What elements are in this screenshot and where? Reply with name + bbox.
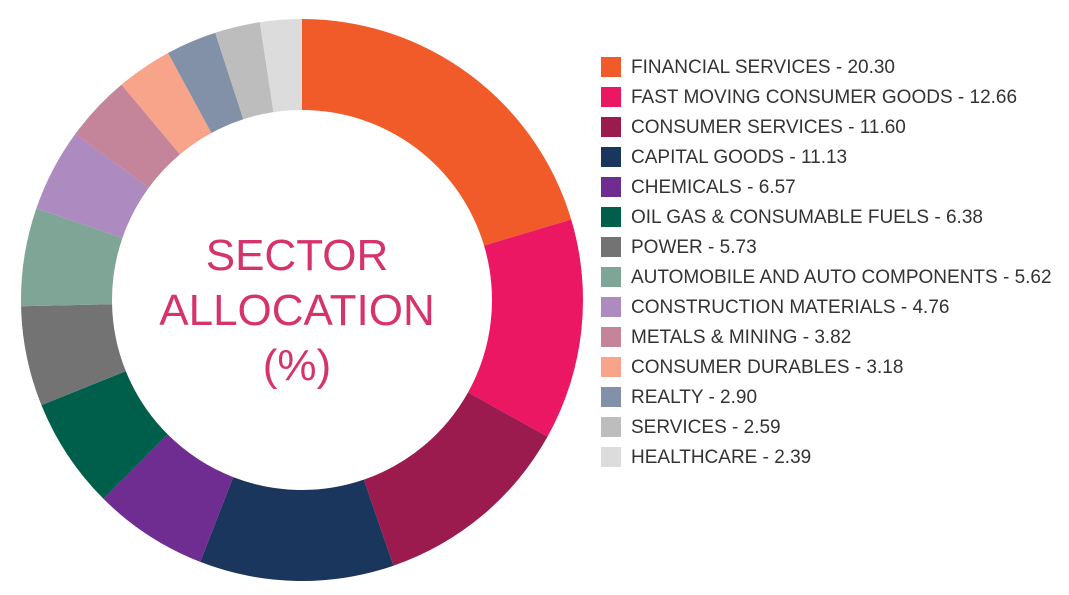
legend-item: CAPITAL GOODS - 11.13 <box>601 144 1061 171</box>
legend-swatch <box>601 267 621 287</box>
legend-swatch <box>601 447 621 467</box>
legend-label: CHEMICALS - 6.57 <box>631 177 796 198</box>
center-label-line-3: (%) <box>262 341 332 390</box>
legend-swatch <box>601 387 621 407</box>
donut-slice-8 <box>36 133 149 239</box>
legend-item: HEALTHCARE - 2.39 <box>601 444 1061 471</box>
legend-item: CONSUMER DURABLES - 3.18 <box>601 354 1061 381</box>
legend-swatch <box>601 297 621 317</box>
legend-swatch <box>601 177 621 197</box>
legend-label: HEALTHCARE - 2.39 <box>631 447 812 468</box>
legend-label: SERVICES - 2.59 <box>631 417 781 438</box>
legend-swatch <box>601 357 621 377</box>
donut-chart <box>20 19 583 581</box>
donut-slice-6 <box>21 304 126 406</box>
donut-slice-0 <box>302 19 572 246</box>
legend-item: POWER - 5.73 <box>601 234 1061 261</box>
legend-label: POWER - 5.73 <box>631 237 757 258</box>
legend-label: CONSUMER SERVICES - 11.60 <box>631 117 906 138</box>
donut-center-label: SECTOR ALLOCATION (%) <box>147 228 447 393</box>
legend-swatch <box>601 57 621 77</box>
legend-item: CHEMICALS - 6.57 <box>601 174 1061 201</box>
legend-item: REALTY - 2.90 <box>601 384 1061 411</box>
legend-item: SERVICES - 2.59 <box>601 414 1061 441</box>
legend-label: METALS & MINING - 3.82 <box>631 327 852 348</box>
legend-swatch <box>601 417 621 437</box>
center-label-line-1: SECTOR <box>205 231 389 280</box>
legend-item: FAST MOVING CONSUMER GOODS - 12.66 <box>601 84 1061 111</box>
donut-slice-5 <box>41 371 168 499</box>
donut-slice-1 <box>468 219 583 437</box>
legend-item: FINANCIAL SERVICES - 20.30 <box>601 54 1061 81</box>
legend-label: CAPITAL GOODS - 11.13 <box>631 147 848 168</box>
donut-slice-3 <box>200 477 394 581</box>
legend-swatch <box>601 147 621 167</box>
donut-slice-12 <box>215 22 274 120</box>
donut-slice-10 <box>121 52 212 155</box>
legend-label: AUTOMOBILE AND AUTO COMPONENTS - 5.62 <box>631 267 1052 288</box>
legend-swatch <box>601 237 621 257</box>
legend-swatch <box>601 207 621 227</box>
legend-item: AUTOMOBILE AND AUTO COMPONENTS - 5.62 <box>601 264 1061 291</box>
donut-slice-7 <box>20 208 123 307</box>
legend-swatch <box>601 117 621 137</box>
legend-item: OIL GAS & CONSUMABLE FUELS - 6.38 <box>601 204 1061 231</box>
donut-slice-13 <box>259 19 302 113</box>
donut-slice-11 <box>168 32 244 133</box>
legend-item: CONSTRUCTION MATERIALS - 4.76 <box>601 294 1061 321</box>
legend-label: CONSTRUCTION MATERIALS - 4.76 <box>631 297 950 318</box>
legend-item: METALS & MINING - 3.82 <box>601 324 1061 351</box>
legend-label: REALTY - 2.90 <box>631 387 758 408</box>
donut-slice-2 <box>363 392 548 566</box>
legend-label: FAST MOVING CONSUMER GOODS - 12.66 <box>631 87 1018 108</box>
legend-swatch <box>601 327 621 347</box>
legend-label: CONSUMER DURABLES - 3.18 <box>631 357 904 378</box>
legend-item: CONSUMER SERVICES - 11.60 <box>601 114 1061 141</box>
chart-legend: FINANCIAL SERVICES - 20.30 FAST MOVING CO… <box>601 54 1061 474</box>
center-label-line-2: ALLOCATION <box>159 286 435 335</box>
donut-slice-4 <box>103 434 234 562</box>
donut-slice-9 <box>75 84 180 188</box>
legend-label: FINANCIAL SERVICES - 20.30 <box>631 57 895 78</box>
legend-swatch <box>601 87 621 107</box>
legend-label: OIL GAS & CONSUMABLE FUELS - 6.38 <box>631 207 983 228</box>
